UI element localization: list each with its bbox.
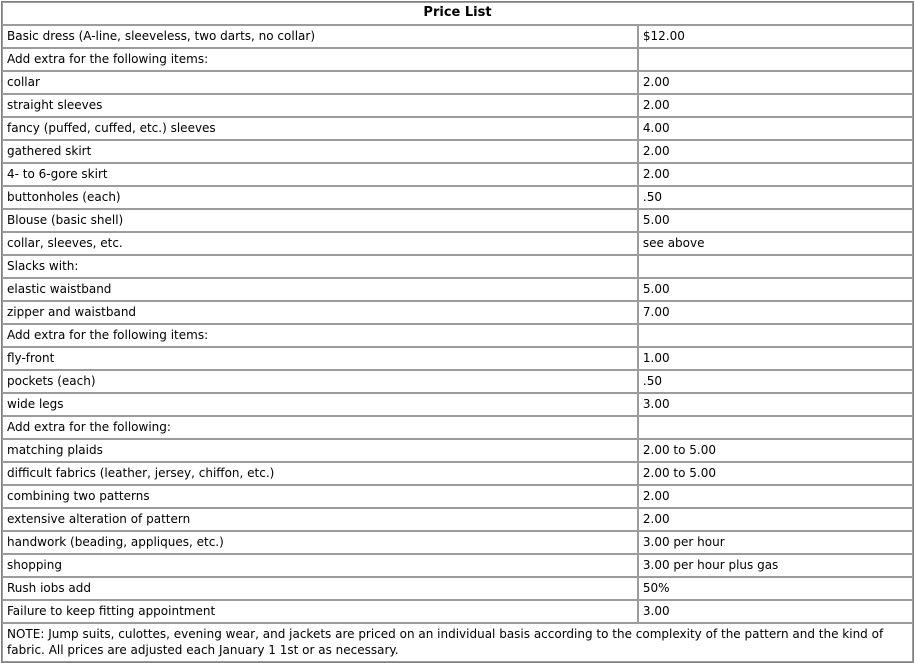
item-cell: pockets (each) (2, 370, 638, 393)
price-cell: 2.00 (637, 485, 913, 508)
item-cell: fly-front (2, 347, 638, 370)
item-cell: Slacks with: (2, 255, 638, 278)
item-cell: difficult fabrics (leather, jersey, chif… (2, 462, 638, 485)
item-cell: gathered skirt (2, 140, 638, 163)
item-cell: wide legs (2, 393, 638, 416)
price-cell: .50 (637, 186, 913, 209)
table-row: Rush iobs add 50% (2, 577, 913, 600)
table-row: wide legs 3.00 (2, 393, 913, 416)
table-row: Add extra for the following items: (2, 324, 913, 347)
table-row: gathered skirt 2.00 (2, 140, 913, 163)
item-cell: combining two patterns (2, 485, 638, 508)
item-cell: Add extra for the following items: (2, 48, 638, 71)
table-row: Failure to keep fitting appointment 3.00 (2, 600, 913, 623)
price-cell: 2.00 (637, 508, 913, 531)
item-cell: Add extra for the following items: (2, 324, 638, 347)
item-cell: extensive alteration of pattern (2, 508, 638, 531)
table-row: fly-front 1.00 (2, 347, 913, 370)
item-cell: Blouse (basic shell) (2, 209, 638, 232)
item-cell: buttonholes (each) (2, 186, 638, 209)
price-cell: 2.00 to 5.00 (637, 439, 913, 462)
table-title: Price List (2, 2, 913, 25)
item-cell: Basic dress (A-line, sleeveless, two dar… (2, 25, 638, 48)
note-row: NOTE: Jump suits, culottes, evening wear… (2, 623, 913, 662)
price-cell: 2.00 (637, 71, 913, 94)
table-row: elastic waistband 5.00 (2, 278, 913, 301)
table-row: matching plaids 2.00 to 5.00 (2, 439, 913, 462)
note-text: NOTE: Jump suits, culottes, evening wear… (2, 623, 913, 662)
table-row: straight sleeves 2.00 (2, 94, 913, 117)
price-cell (637, 48, 913, 71)
item-cell: collar, sleeves, etc. (2, 232, 638, 255)
table-row: difficult fabrics (leather, jersey, chif… (2, 462, 913, 485)
price-cell: 3.00 (637, 393, 913, 416)
price-cell: $12.00 (637, 25, 913, 48)
item-cell: Failure to keep fitting appointment (2, 600, 638, 623)
price-cell: 2.00 (637, 163, 913, 186)
price-cell (637, 255, 913, 278)
item-cell: straight sleeves (2, 94, 638, 117)
price-cell: 2.00 (637, 94, 913, 117)
price-cell (637, 416, 913, 439)
price-cell: .50 (637, 370, 913, 393)
table-row: buttonholes (each) .50 (2, 186, 913, 209)
price-cell: see above (637, 232, 913, 255)
item-cell: Add extra for the following: (2, 416, 638, 439)
price-cell: 3.00 per hour plus gas (637, 554, 913, 577)
table-row: collar, sleeves, etc. see above (2, 232, 913, 255)
table-row: zipper and waistband 7.00 (2, 301, 913, 324)
table-row: 4- to 6-gore skirt 2.00 (2, 163, 913, 186)
price-cell: 3.00 (637, 600, 913, 623)
title-row: Price List (2, 2, 913, 25)
table-row: extensive alteration of pattern 2.00 (2, 508, 913, 531)
item-cell: zipper and waistband (2, 301, 638, 324)
item-cell: matching plaids (2, 439, 638, 462)
price-cell (637, 324, 913, 347)
table-row: shopping 3.00 per hour plus gas (2, 554, 913, 577)
table-row: Slacks with: (2, 255, 913, 278)
price-cell: 7.00 (637, 301, 913, 324)
item-cell: 4- to 6-gore skirt (2, 163, 638, 186)
table-row: handwork (beading, appliques, etc.) 3.00 … (2, 531, 913, 554)
item-cell: shopping (2, 554, 638, 577)
price-cell: 4.00 (637, 117, 913, 140)
price-cell: 3.00 per hour (637, 531, 913, 554)
table-row: combining two patterns 2.00 (2, 485, 913, 508)
price-cell: 2.00 (637, 140, 913, 163)
table-row: Add extra for the following items: (2, 48, 913, 71)
table-row: Basic dress (A-line, sleeveless, two dar… (2, 25, 913, 48)
table-row: fancy (puffed, cuffed, etc.) sleeves 4.00 (2, 117, 913, 140)
item-cell: collar (2, 71, 638, 94)
item-cell: Rush iobs add (2, 577, 638, 600)
item-cell: elastic waistband (2, 278, 638, 301)
price-cell: 5.00 (637, 209, 913, 232)
table-row: pockets (each) .50 (2, 370, 913, 393)
price-cell: 1.00 (637, 347, 913, 370)
item-cell: handwork (beading, appliques, etc.) (2, 531, 638, 554)
price-cell: 50% (637, 577, 913, 600)
table-row: Blouse (basic shell) 5.00 (2, 209, 913, 232)
item-cell: fancy (puffed, cuffed, etc.) sleeves (2, 117, 638, 140)
table-row: collar 2.00 (2, 71, 913, 94)
table-row: Add extra for the following: (2, 416, 913, 439)
price-cell: 2.00 to 5.00 (637, 462, 913, 485)
price-cell: 5.00 (637, 278, 913, 301)
